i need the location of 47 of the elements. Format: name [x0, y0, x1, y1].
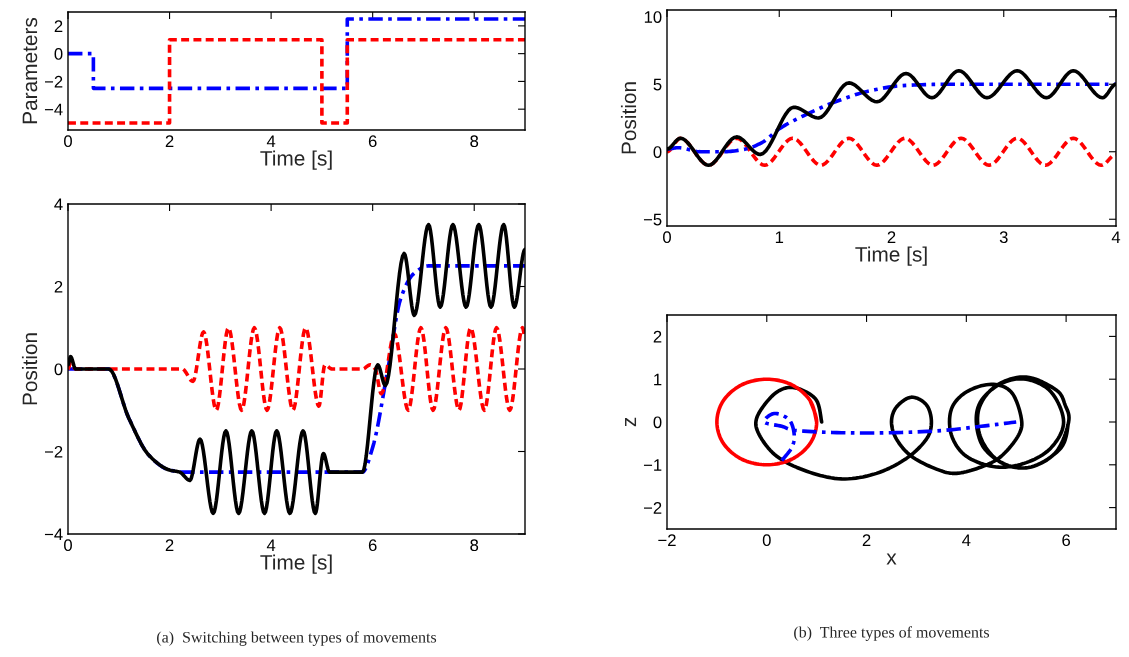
x-axis-title: Time [s]: [260, 150, 332, 170]
x-axis-title: x: [886, 553, 897, 565]
y-tick-label: 5: [653, 78, 662, 91]
x-tick-label: 3: [999, 231, 1008, 244]
x-tick-label: 0: [762, 534, 771, 547]
x-axis-title: Time [s]: [855, 246, 927, 266]
y-tick-label: 1: [654, 373, 662, 386]
text: (b) Three types of movements: [794, 626, 990, 641]
y-tick-label: 0: [54, 363, 63, 376]
x-tick-label: 4: [266, 539, 276, 551]
y-axis-title: Parameters: [22, 17, 38, 124]
x-tick-label: 0: [663, 231, 671, 244]
y-axis-title: z: [625, 417, 637, 427]
x-tick-label: 2: [862, 534, 871, 546]
x-tick-label: 2: [887, 231, 896, 243]
x-tick-label: 4: [1111, 231, 1121, 243]
x-tick-label: 2: [165, 135, 174, 147]
x-tick-label: 4: [266, 135, 276, 147]
y-tick-label: 4: [54, 198, 63, 211]
x-tick-label: 6: [1062, 534, 1071, 547]
y-tick-label: 2: [54, 280, 63, 293]
x-tick-label: 6: [368, 135, 377, 148]
y-tick-label: −1: [643, 459, 662, 471]
x-tick-label: 0: [64, 135, 72, 148]
y-tick-label: −4: [44, 528, 63, 541]
y-tick-label: 0: [653, 146, 662, 158]
x-tick-label: 2: [165, 539, 174, 551]
y-tick-label: 2: [54, 20, 63, 32]
y-axis-title: Position: [620, 82, 637, 154]
y-tick-label: 2: [653, 330, 662, 343]
y-tick-label: −2: [44, 75, 63, 88]
y-tick-label: −5: [643, 213, 662, 226]
x-tick-label: 4: [962, 534, 971, 546]
y-tick-label: 10: [644, 11, 662, 23]
x-tick-label: 0: [64, 539, 72, 552]
x-tick-label: 1: [775, 231, 784, 243]
y-tick-label: −2: [643, 502, 662, 514]
text: (a) Switching between types of movements: [157, 631, 437, 646]
x-tick-label: 6: [368, 539, 377, 552]
x-tick-label: 8: [470, 539, 479, 552]
y-tick-label: −4: [44, 103, 63, 116]
x-tick-label: 8: [470, 135, 479, 148]
y-tick-label: −2: [44, 445, 63, 458]
y-tick-label: 0: [54, 48, 63, 60]
y-tick-label: 0: [653, 416, 662, 429]
x-axis-title: Time [s]: [260, 554, 332, 574]
y-axis-title: Position: [21, 333, 38, 405]
